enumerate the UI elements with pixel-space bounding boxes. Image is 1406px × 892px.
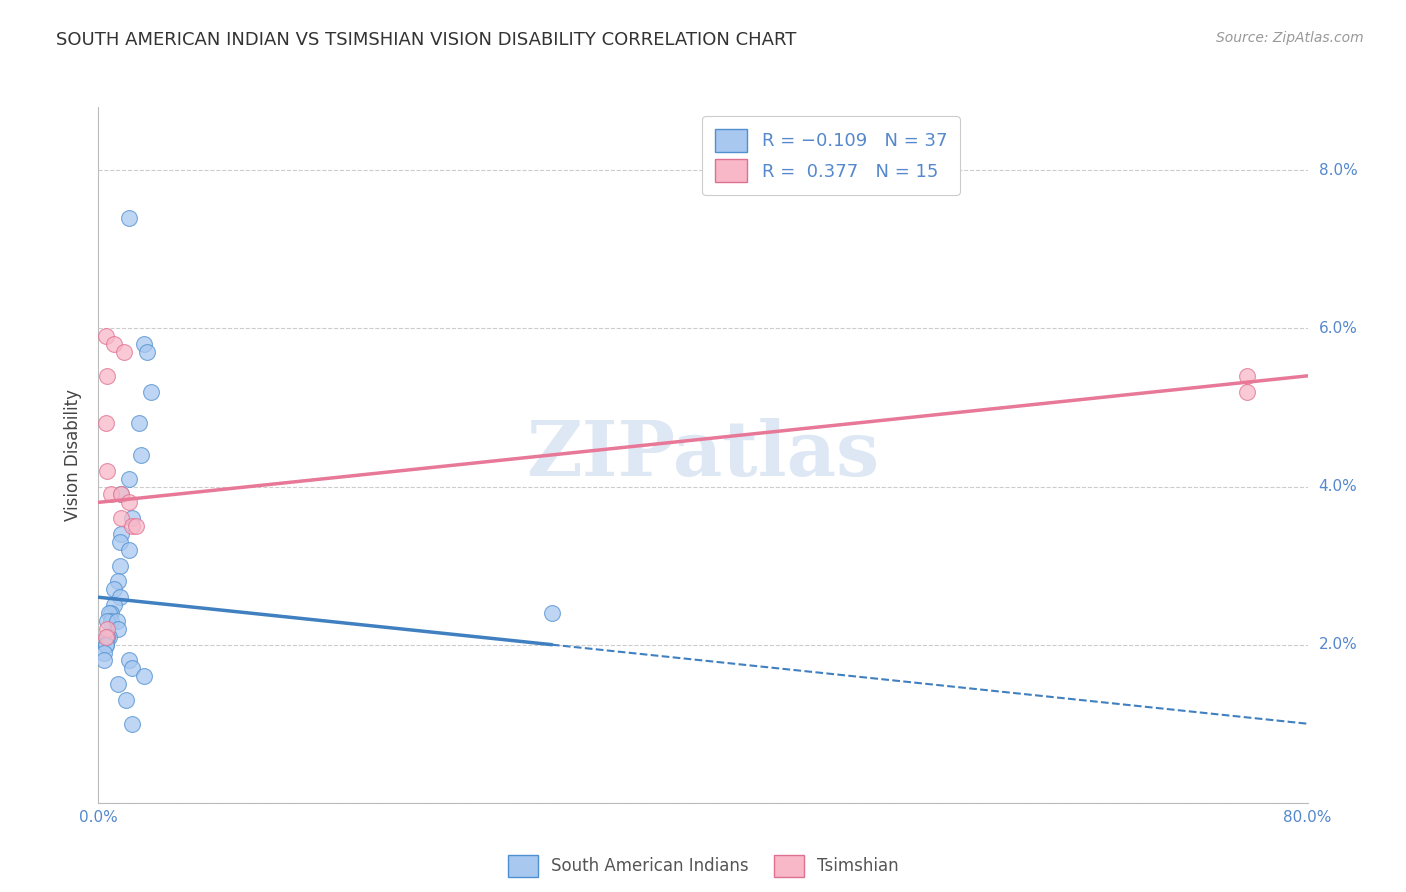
Point: [100, 606, 122, 620]
Point: [93, 653, 115, 667]
Text: Source: ZipAtlas.com: Source: ZipAtlas.com: [1216, 31, 1364, 45]
Point: [108, 591, 131, 605]
Point: [98, 606, 121, 620]
Point: [1236, 384, 1258, 399]
Text: SOUTH AMERICAN INDIAN VS TSIMSHIAN VISION DISABILITY CORRELATION CHART: SOUTH AMERICAN INDIAN VS TSIMSHIAN VISIO…: [56, 31, 797, 49]
Legend: South American Indians, Tsimshian: South American Indians, Tsimshian: [499, 847, 907, 885]
Point: [110, 511, 132, 525]
Point: [121, 661, 143, 675]
Point: [103, 598, 125, 612]
Point: [128, 417, 150, 431]
Point: [118, 472, 141, 486]
Point: [107, 622, 129, 636]
Point: [121, 511, 143, 525]
Point: [118, 495, 141, 509]
Point: [125, 519, 148, 533]
Text: 6.0%: 6.0%: [1319, 321, 1358, 336]
Point: [103, 337, 125, 351]
Point: [121, 716, 143, 731]
Point: [540, 606, 562, 620]
Point: [100, 487, 122, 501]
Point: [108, 558, 131, 573]
Point: [118, 542, 141, 557]
Point: [94, 417, 117, 431]
Point: [93, 646, 115, 660]
Text: 8.0%: 8.0%: [1319, 163, 1357, 178]
Point: [96, 622, 118, 636]
Point: [96, 614, 118, 628]
Point: [135, 345, 157, 359]
Text: 2.0%: 2.0%: [1319, 637, 1357, 652]
Point: [107, 677, 129, 691]
Point: [114, 693, 136, 707]
Point: [94, 638, 117, 652]
Point: [96, 630, 118, 644]
Point: [129, 448, 152, 462]
Point: [108, 534, 131, 549]
Point: [141, 384, 163, 399]
Point: [1236, 368, 1258, 383]
Point: [105, 614, 128, 628]
Point: [110, 527, 132, 541]
Point: [107, 574, 129, 589]
Point: [121, 519, 143, 533]
Point: [98, 630, 121, 644]
Y-axis label: Vision Disability: Vision Disability: [65, 389, 83, 521]
Point: [103, 582, 125, 597]
Point: [112, 345, 135, 359]
Point: [94, 638, 117, 652]
Text: ZIPatlas: ZIPatlas: [526, 418, 880, 491]
Point: [94, 329, 117, 343]
Point: [100, 614, 122, 628]
Point: [96, 368, 118, 383]
Point: [110, 487, 132, 501]
Point: [132, 337, 155, 351]
Point: [94, 630, 117, 644]
Point: [132, 669, 155, 683]
Point: [96, 464, 118, 478]
Point: [118, 211, 141, 225]
Text: 4.0%: 4.0%: [1319, 479, 1357, 494]
Point: [96, 630, 118, 644]
Point: [118, 653, 141, 667]
Point: [110, 487, 132, 501]
